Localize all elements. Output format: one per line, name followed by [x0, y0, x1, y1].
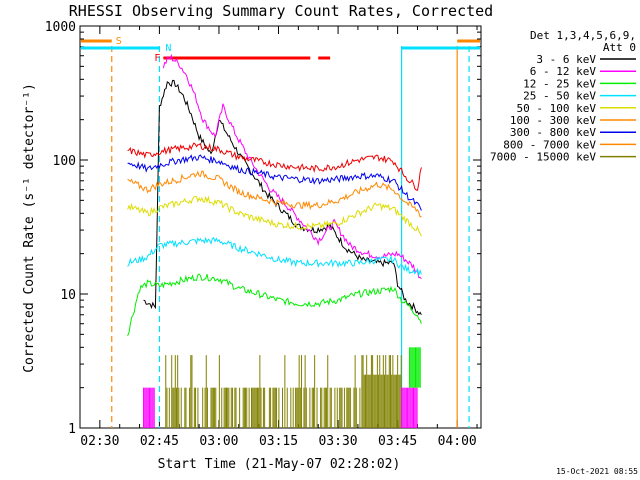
annotation-label: S: [116, 36, 122, 47]
x-tick-label: 03:00: [199, 434, 238, 449]
series-line: [127, 273, 422, 337]
legend-label: 50 - 100 keV: [517, 102, 597, 115]
legend-label: 100 - 300 keV: [510, 114, 596, 127]
x-tick-label: 02:30: [80, 434, 119, 449]
series-line: [127, 236, 422, 277]
legend-label: 800 - 7000 keV: [503, 138, 596, 151]
x-tick-label: 02:45: [140, 434, 179, 449]
legend-label: 3 - 6 keV: [536, 53, 596, 66]
x-axis-label: Start Time (21-May-07 02:28:02): [158, 457, 401, 472]
x-tick-label: 03:45: [378, 434, 417, 449]
legend-label: 12 - 25 keV: [523, 77, 596, 90]
y-tick-label: 1000: [45, 20, 76, 35]
legend-label: 6 - 12 keV: [530, 65, 597, 78]
annotation-label: N: [165, 43, 171, 54]
plot-frame: [79, 25, 482, 429]
legend-label: 7000 - 15000 keV: [490, 151, 596, 164]
series-line: [127, 142, 422, 191]
y-tick-label: 1: [68, 422, 76, 437]
footer-timestamp: 15-Oct-2021 08:55: [556, 467, 638, 476]
legend-header: Att 0: [603, 41, 636, 54]
y-axis-label: Corrected Count Rate (s⁻¹ detector⁻¹): [22, 83, 37, 373]
series-line: [143, 79, 422, 316]
legend-label: 25 - 50 keV: [523, 90, 596, 103]
annotation-label: F: [154, 53, 160, 64]
legend-header: Det 1,3,4,5,6,9,: [530, 29, 636, 42]
series-line: [127, 154, 422, 211]
series-line: [127, 195, 422, 237]
chart-title: RHESSI Observing Summary Count Rates, Co…: [69, 2, 493, 20]
series-line: [127, 170, 422, 218]
x-tick-label: 04:00: [438, 434, 477, 449]
x-tick-label: 03:30: [318, 434, 357, 449]
y-tick-label: 100: [53, 154, 76, 169]
y-tick-label: 10: [60, 288, 76, 303]
x-tick-label: 03:15: [259, 434, 298, 449]
legend-label: 300 - 800 keV: [510, 126, 596, 139]
